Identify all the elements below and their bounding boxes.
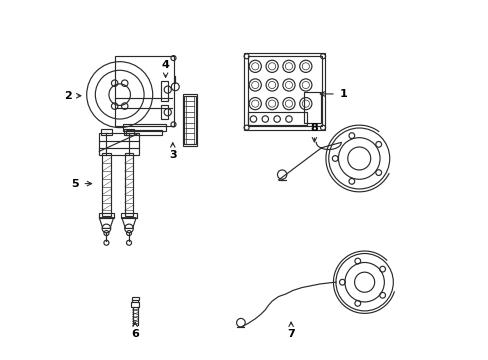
Text: 6: 6	[131, 329, 139, 339]
Bar	[131, 302, 139, 307]
Bar	[123, 129, 134, 135]
Text: 4: 4	[162, 60, 169, 70]
Bar	[99, 134, 139, 155]
Bar	[247, 112, 306, 126]
Text: 3: 3	[169, 150, 176, 160]
Text: 1: 1	[339, 89, 346, 99]
Bar	[247, 56, 321, 126]
Text: 2: 2	[64, 91, 72, 101]
Bar	[244, 53, 325, 130]
Bar	[99, 213, 114, 218]
Bar	[303, 92, 320, 123]
Bar	[102, 153, 110, 216]
Bar	[122, 124, 165, 131]
Bar	[124, 153, 133, 216]
Bar	[121, 213, 137, 218]
Bar	[183, 94, 197, 146]
Bar	[126, 130, 162, 135]
Bar	[131, 297, 139, 300]
Text: 5: 5	[71, 179, 79, 189]
Bar	[115, 56, 174, 126]
Bar	[101, 129, 112, 135]
Text: 8: 8	[310, 123, 318, 133]
Text: 7: 7	[286, 329, 294, 339]
Bar	[161, 81, 167, 101]
Bar	[161, 105, 167, 119]
Bar	[184, 96, 195, 144]
